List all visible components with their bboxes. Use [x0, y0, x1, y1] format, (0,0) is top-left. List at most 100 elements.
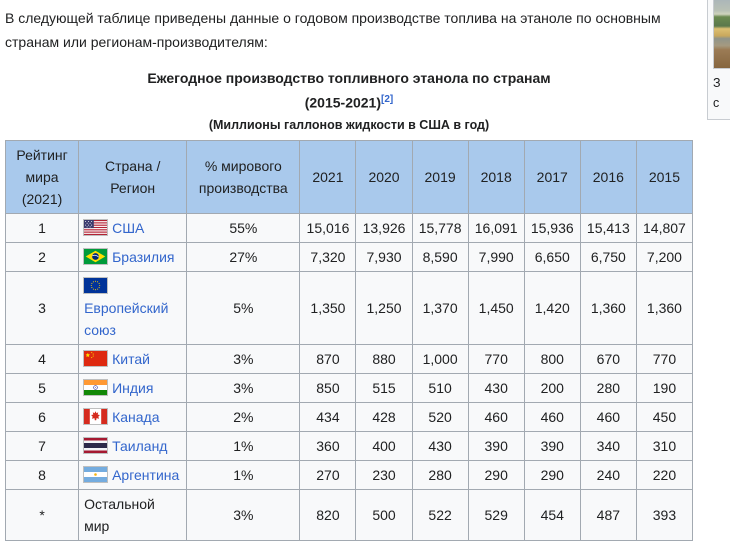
value-cell: 7,200 [635, 241, 694, 272]
value-cell: 1,450 [467, 270, 525, 345]
country-link[interactable]: Аргентина [112, 466, 180, 483]
value-cell: 430 [411, 430, 469, 461]
value-cell: 460 [579, 401, 637, 432]
value-cell: 510 [411, 372, 469, 403]
country-link[interactable]: Европейский союз [84, 299, 169, 338]
thumbnail-caption: З с [713, 73, 730, 113]
table-row: 3 Европейский союз 5% 1,350 1,250 1,370 1,450 1… [4, 270, 694, 345]
share-cell: 55% [186, 212, 301, 243]
thumbnail-caption-line: с [713, 96, 720, 110]
rank-cell: 2 [4, 241, 80, 272]
country-link[interactable]: Канада [112, 408, 160, 425]
reference-link[interactable]: [2] [381, 94, 394, 105]
value-cell: 460 [523, 401, 581, 432]
in-flag-icon [84, 379, 108, 395]
value-cell: 220 [635, 459, 694, 490]
table-row: 4 Китай 3% 870 880 1,000 770 800 670 770 [4, 343, 694, 374]
value-cell: 8,590 [411, 241, 469, 272]
rank-cell: 7 [4, 430, 80, 461]
country-cell: Остальной мир [78, 488, 188, 541]
country-cell: Таиланд [78, 430, 188, 461]
country-link[interactable]: Китай [112, 350, 150, 367]
share-cell: 3% [186, 372, 301, 403]
country-cell: Бразилия [78, 241, 188, 272]
th-flag-icon [84, 437, 108, 453]
table-body: 1 США 55% 15,016 13,926 15,778 16,091 15,936 15,… [4, 212, 694, 541]
value-cell: 15,936 [523, 212, 581, 243]
country-link[interactable]: Таиланд [112, 437, 168, 454]
country-link[interactable]: Бразилия [112, 248, 175, 265]
thumbnail-caption-line: З [713, 76, 721, 90]
thumbnail-box: З с [707, 0, 730, 120]
value-cell: 270 [299, 459, 357, 490]
rank-cell: 5 [4, 372, 80, 403]
rank-cell: 1 [4, 212, 80, 243]
value-cell: 515 [355, 372, 413, 403]
br-flag-icon [84, 248, 108, 264]
share-cell: 1% [186, 430, 301, 461]
value-cell: 7,930 [355, 241, 413, 272]
value-cell: 290 [467, 459, 525, 490]
ar-flag-icon [84, 466, 108, 482]
value-cell: 520 [411, 401, 469, 432]
value-cell: 16,091 [467, 212, 525, 243]
value-cell: 393 [635, 488, 694, 541]
share-cell: 2% [186, 401, 301, 432]
country-cell: США [78, 212, 188, 243]
value-cell: 240 [579, 459, 637, 490]
value-cell: 880 [355, 343, 413, 374]
value-cell: 14,807 [635, 212, 694, 243]
country-link[interactable]: Индия [112, 379, 154, 396]
value-cell: 770 [467, 343, 525, 374]
table-row: 6 Канада 2% 434 428 520 460 460 460 450 [4, 401, 694, 432]
country-cell: Китай [78, 343, 188, 374]
column-header: Рейтинг мира (2021) [4, 139, 80, 214]
value-cell: 7,320 [299, 241, 357, 272]
rank-cell: 4 [4, 343, 80, 374]
intro-paragraph: В следующей таблице приведены данные о г… [5, 10, 661, 50]
ethanol-plant-thumbnail-image[interactable] [713, 0, 730, 69]
column-header: Страна / Регион [78, 139, 188, 214]
column-header: 2018 [467, 139, 525, 214]
value-cell: 1,000 [411, 343, 469, 374]
ethanol-production-table: Рейтинг мира (2021) Страна / Регион% миро… [4, 139, 694, 541]
rank-cell: 8 [4, 459, 80, 490]
value-cell: 7,990 [467, 241, 525, 272]
value-cell: 870 [299, 343, 357, 374]
table-row: 1 США 55% 15,016 13,926 15,778 16,091 15,936 15,… [4, 212, 694, 243]
value-cell: 428 [355, 401, 413, 432]
country-label: Остальной мир [84, 495, 155, 534]
value-cell: 460 [467, 401, 525, 432]
value-cell: 487 [579, 488, 637, 541]
value-cell: 529 [467, 488, 525, 541]
value-cell: 6,650 [523, 241, 581, 272]
column-header: 2016 [579, 139, 637, 214]
value-cell: 310 [635, 430, 694, 461]
value-cell: 1,420 [523, 270, 581, 345]
share-cell: 27% [186, 241, 301, 272]
value-cell: 6,750 [579, 241, 637, 272]
column-header: 2015 [635, 139, 694, 214]
value-cell: 850 [299, 372, 357, 403]
column-header: 2019 [411, 139, 469, 214]
value-cell: 430 [467, 372, 525, 403]
value-cell: 230 [355, 459, 413, 490]
rank-cell: * [4, 488, 80, 541]
column-header: % мирового производства [186, 139, 301, 214]
value-cell: 280 [411, 459, 469, 490]
share-cell: 5% [186, 270, 301, 345]
value-cell: 1,350 [299, 270, 357, 345]
value-cell: 15,413 [579, 212, 637, 243]
value-cell: 400 [355, 430, 413, 461]
value-cell: 1,360 [579, 270, 637, 345]
us-flag-icon [84, 219, 108, 235]
value-cell: 390 [523, 430, 581, 461]
column-header: 2020 [355, 139, 413, 214]
table-row: 2 Бразилия 27% 7,320 7,930 8,590 7,990 6,650 6,7… [4, 241, 694, 272]
country-link[interactable]: США [112, 219, 145, 236]
share-cell: 3% [186, 488, 301, 541]
ca-flag-icon [84, 408, 108, 424]
value-cell: 15,016 [299, 212, 357, 243]
rank-cell: 6 [4, 401, 80, 432]
value-cell: 190 [635, 372, 694, 403]
